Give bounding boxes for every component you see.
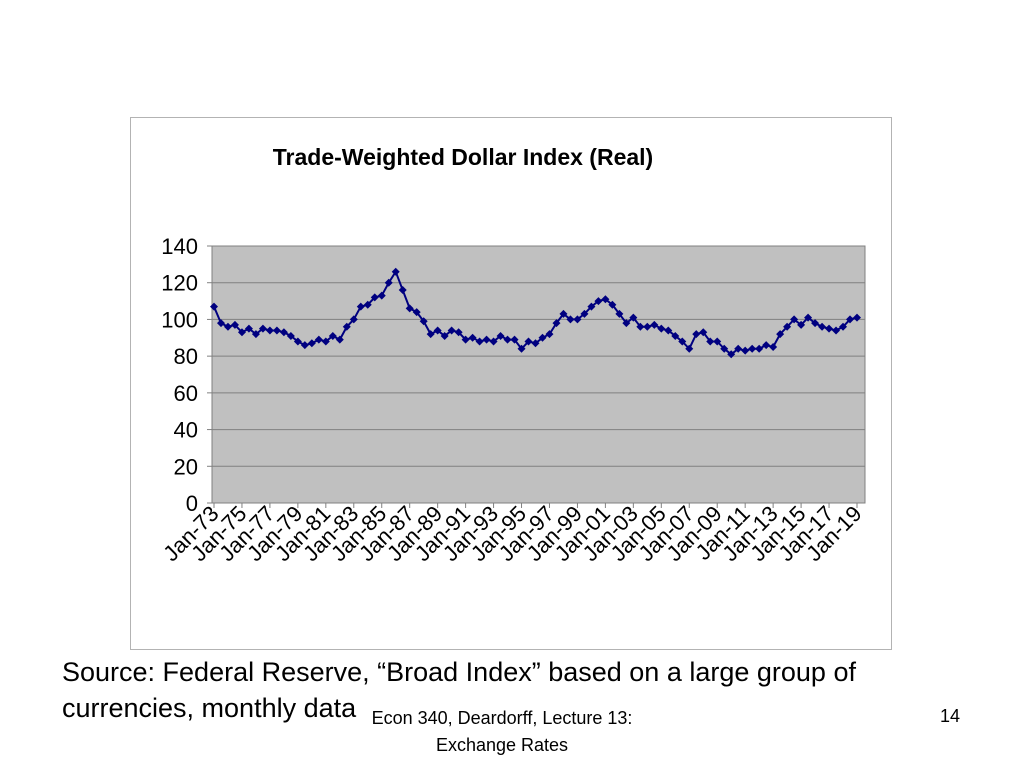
chart-frame: Trade-Weighted Dollar Index (Real) 0 20 40… [130,117,892,650]
y-axis: 0 20 40 60 80 100 120 140 [161,234,212,516]
x-axis: Jan-73Jan-75Jan-77Jan-79Jan-81Jan-83Jan-… [158,501,866,566]
y-tick-label: 40 [174,418,198,443]
y-tick-label: 60 [174,381,198,406]
footer: Econ 340, Deardorff, Lecture 13: Exchang… [352,705,652,759]
page-number: 14 [920,705,980,727]
footer-course: Econ 340, Deardorff, Lecture 13: [352,705,652,732]
y-tick-label: 120 [161,271,198,296]
line-chart: Trade-Weighted Dollar Index (Real) 0 20 40… [131,118,893,651]
y-tick-label: 140 [161,234,198,259]
chart-title: Trade-Weighted Dollar Index (Real) [273,144,653,170]
y-tick-label: 100 [161,307,198,332]
plot-area [212,246,865,503]
footer-topic: Exchange Rates [352,732,652,759]
y-tick-label: 20 [174,454,198,479]
y-tick-label: 80 [174,344,198,369]
